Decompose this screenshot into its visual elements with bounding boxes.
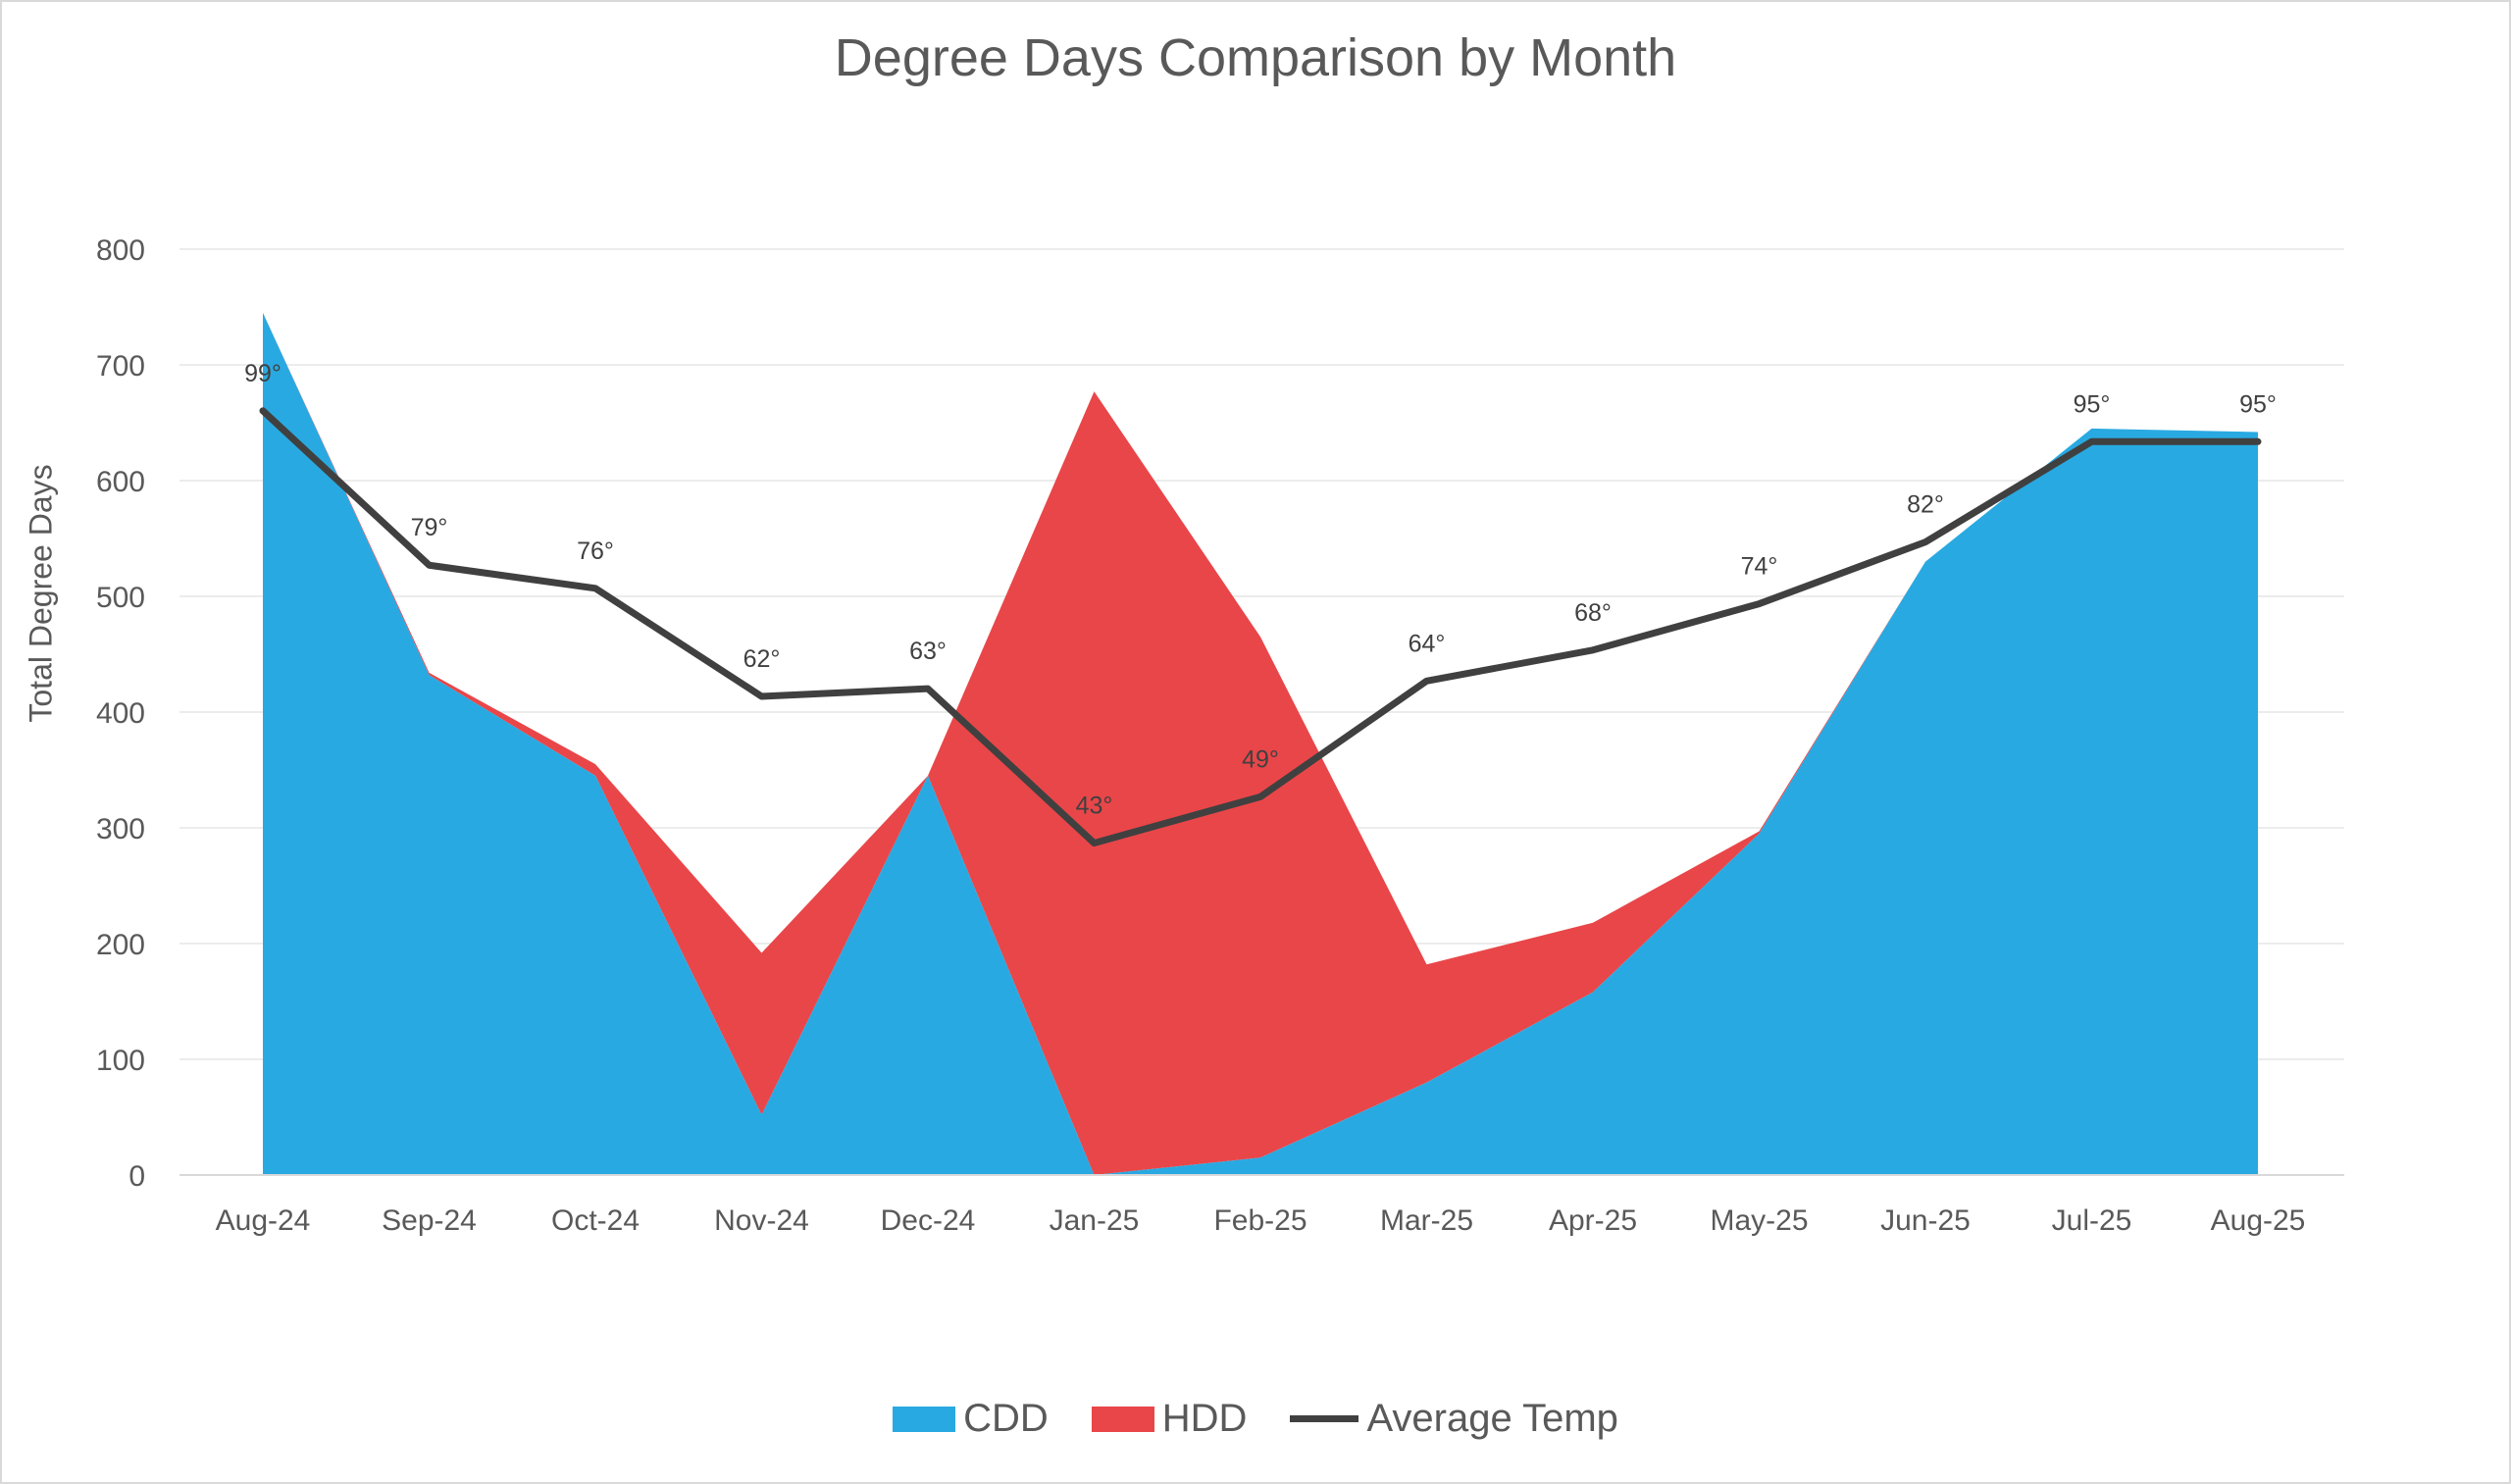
cdd-area xyxy=(263,312,2258,1175)
data-labels: 99° 79° 76° 62° 63° 43° 49° 64° 68° 74° 82° 95° 95° xyxy=(244,360,2277,820)
legend-label-average-temp: Average Temp xyxy=(1366,1397,1618,1440)
legend-swatch-cdd xyxy=(893,1406,956,1432)
x-tick-label-nov-24: Nov-24 xyxy=(714,1204,809,1237)
legend-item-hdd: HDD xyxy=(1091,1397,1248,1441)
line-series xyxy=(259,407,2262,847)
y-tick-label-700: 700 xyxy=(96,350,145,383)
x-tick-label-apr-25: Apr-25 xyxy=(1549,1204,1637,1237)
legend-swatch-average-temp xyxy=(1290,1415,1359,1422)
temp-label-aug-25: 95° xyxy=(2239,390,2277,418)
x-tick-label-oct-24: Oct-24 xyxy=(551,1204,640,1237)
x-tick-label-jul-25: Jul-25 xyxy=(2052,1204,2132,1237)
temp-label-dec-24: 63° xyxy=(909,638,947,665)
hdd-area xyxy=(263,312,2258,1175)
temp-label-aug-24: 99° xyxy=(244,360,282,387)
temp-label-apr-25: 68° xyxy=(1574,599,1612,627)
chart-title: Degree Days Comparison by Month xyxy=(834,28,1677,87)
y-tick-label-600: 600 xyxy=(96,466,145,498)
temp-label-may-25: 74° xyxy=(1741,553,1778,581)
x-tick-label-aug-25: Aug-25 xyxy=(2211,1204,2306,1237)
temp-label-oct-24: 76° xyxy=(577,537,614,565)
temp-label-jun-25: 82° xyxy=(1907,491,1944,519)
temp-label-mar-25: 64° xyxy=(1409,630,1446,657)
x-tick-label-feb-25: Feb-25 xyxy=(1213,1204,1307,1237)
y-tick-label-100: 100 xyxy=(96,1045,145,1077)
x-tick-label-dec-24: Dec-24 xyxy=(881,1204,976,1237)
temp-label-jan-25: 43° xyxy=(1076,793,1113,820)
area-series xyxy=(263,312,2258,1175)
legend-swatch-hdd xyxy=(1091,1406,1154,1432)
x-tick-label-aug-24: Aug-24 xyxy=(216,1204,311,1237)
y-tick-label-200: 200 xyxy=(96,929,145,961)
y-tick-label-0: 0 xyxy=(128,1160,145,1193)
legend-item-cdd: CDD xyxy=(893,1397,1049,1441)
y-tick-label-400: 400 xyxy=(96,697,145,730)
axes: 0 100 200 300 400 500 600 700 800 Aug-24 Sep-24 Oct… xyxy=(96,234,2344,1237)
y-tick-label-300: 300 xyxy=(96,813,145,845)
x-tick-label-sep-24: Sep-24 xyxy=(382,1204,477,1237)
y-tick-label-500: 500 xyxy=(96,582,145,614)
temp-label-sep-24: 79° xyxy=(411,514,448,541)
temp-label-jul-25: 95° xyxy=(2074,390,2111,418)
temp-label-nov-24: 62° xyxy=(743,645,781,673)
average-temp-line xyxy=(259,407,2262,847)
temp-label-feb-25: 49° xyxy=(1242,745,1279,773)
y-tick-label-800: 800 xyxy=(96,234,145,267)
x-tick-label-jun-25: Jun-25 xyxy=(1880,1204,1971,1237)
legend-label-hdd: HDD xyxy=(1161,1397,1248,1440)
legend: CDD HDD Average Temp xyxy=(0,1397,2511,1441)
x-tick-label-mar-25: Mar-25 xyxy=(1380,1204,1473,1237)
legend-item-average-temp: Average Temp xyxy=(1290,1397,1618,1441)
legend-label-cdd: CDD xyxy=(963,1397,1049,1440)
x-tick-label-jan-25: Jan-25 xyxy=(1050,1204,1140,1237)
x-tick-label-may-25: May-25 xyxy=(1710,1204,1808,1237)
